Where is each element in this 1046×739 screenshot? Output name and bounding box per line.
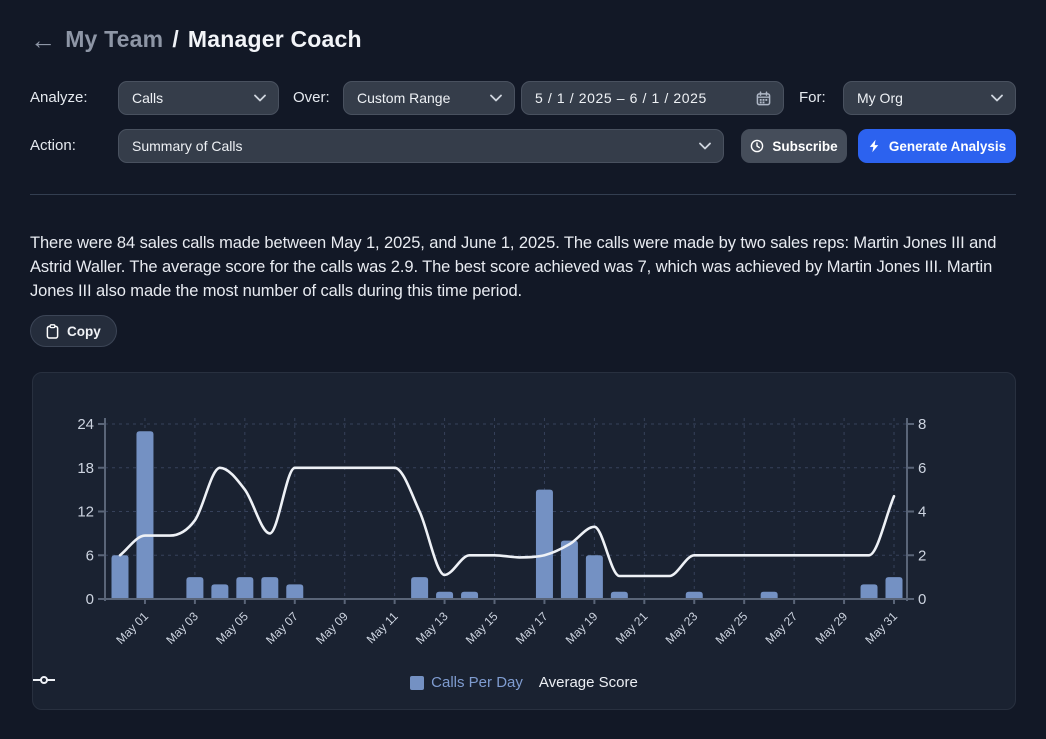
svg-text:May 19: May 19 — [563, 609, 601, 647]
action-label: Action: — [30, 137, 76, 154]
chevron-down-icon — [490, 94, 502, 102]
svg-text:8: 8 — [918, 416, 926, 433]
zap-icon — [869, 139, 879, 153]
svg-text:May 31: May 31 — [862, 609, 900, 647]
analyze-select[interactable]: Calls — [118, 81, 279, 115]
for-select-value: My Org — [857, 90, 903, 106]
for-label: For: — [799, 89, 826, 106]
over-label: Over: — [293, 89, 330, 106]
svg-text:May 25: May 25 — [713, 609, 751, 647]
legend-calls-label: Calls Per Day — [431, 674, 523, 691]
bar-swatch-icon — [410, 675, 425, 690]
svg-text:May 09: May 09 — [313, 609, 351, 647]
clock-icon — [751, 139, 764, 153]
date-range-value: 5 / 1 / 2025 – 6 / 1 / 2025 — [535, 90, 707, 106]
svg-text:May 23: May 23 — [663, 609, 701, 647]
bars-group — [111, 431, 903, 599]
section-divider — [30, 194, 1016, 195]
copy-button[interactable]: Copy — [30, 315, 117, 347]
legend-score-label: Average Score — [538, 674, 638, 691]
page-title: Manager Coach — [187, 26, 362, 52]
svg-text:6: 6 — [918, 460, 926, 477]
generate-analysis-button[interactable]: Generate Analysis — [858, 129, 1016, 163]
svg-text:May 29: May 29 — [812, 609, 850, 647]
over-select[interactable]: Custom Range — [343, 81, 515, 115]
breadcrumb-separator: / — [172, 26, 179, 52]
calendar-icon[interactable] — [756, 90, 771, 106]
svg-text:May 17: May 17 — [513, 609, 551, 647]
chevron-down-icon — [699, 142, 711, 150]
for-select[interactable]: My Org — [843, 81, 1016, 115]
svg-text:May 05: May 05 — [213, 609, 251, 647]
copy-label: Copy — [67, 323, 101, 339]
svg-text:May 21: May 21 — [613, 609, 651, 647]
chart-card: 0 6 12 18 24 0 2 4 6 8 May 01 May 03 May 05 May 07 May… — [32, 372, 1016, 710]
svg-text:May 27: May 27 — [763, 609, 801, 647]
svg-text:18: 18 — [77, 460, 94, 477]
svg-text:May 11: May 11 — [364, 609, 401, 646]
date-range-input[interactable]: 5 / 1 / 2025 – 6 / 1 / 2025 — [521, 81, 784, 115]
svg-text:0: 0 — [918, 591, 926, 608]
action-select[interactable]: Summary of Calls — [118, 129, 724, 163]
svg-text:May 01: May 01 — [113, 609, 151, 647]
svg-text:6: 6 — [86, 547, 94, 564]
chevron-down-icon — [991, 94, 1003, 102]
svg-text:4: 4 — [918, 504, 926, 521]
back-arrow-icon[interactable]: ← — [30, 24, 57, 55]
analyze-select-value: Calls — [132, 90, 164, 106]
svg-text:12: 12 — [77, 504, 94, 521]
action-select-value: Summary of Calls — [132, 138, 243, 154]
svg-text:0: 0 — [86, 591, 94, 608]
svg-text:May 07: May 07 — [263, 609, 301, 647]
analyze-label: Analyze: — [30, 89, 88, 106]
over-select-value: Custom Range — [357, 90, 451, 106]
analysis-summary-text: There were 84 sales calls made between M… — [30, 234, 997, 300]
svg-text:May 15: May 15 — [463, 609, 501, 647]
breadcrumb-parent-link[interactable]: My Team — [65, 26, 164, 52]
score-line — [118, 466, 896, 578]
generate-analysis-label: Generate Analysis — [888, 138, 1007, 154]
line-dot-icon — [33, 676, 55, 684]
legend-item-calls-per-day[interactable]: Calls Per Day — [410, 674, 523, 691]
svg-text:2: 2 — [918, 547, 926, 564]
svg-text:May 13: May 13 — [413, 609, 451, 647]
svg-text:24: 24 — [77, 416, 94, 433]
svg-text:May 03: May 03 — [163, 609, 201, 647]
legend-item-average-score[interactable]: Average Score — [33, 674, 638, 691]
subscribe-button[interactable]: Subscribe — [741, 129, 847, 163]
chevron-down-icon — [254, 94, 266, 102]
subscribe-label: Subscribe — [772, 138, 838, 154]
chart-legend: Calls Per Day Average Score — [33, 674, 1015, 691]
clipboard-icon — [46, 323, 59, 339]
breadcrumb: ← My Team / Manager Coach — [30, 26, 362, 53]
